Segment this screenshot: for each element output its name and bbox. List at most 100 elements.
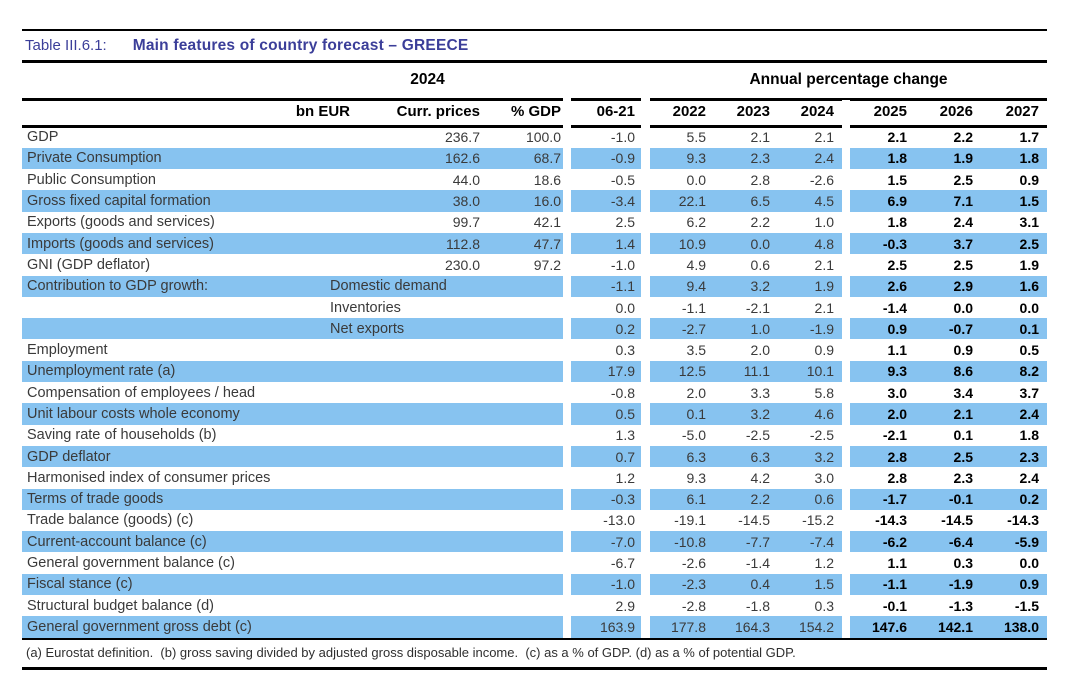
cell-pct-gdp xyxy=(482,445,563,468)
cell-2024: 5.8 xyxy=(814,384,834,401)
cell-pct-gdp xyxy=(482,531,563,553)
cell-curr-prices: 230.0 xyxy=(444,256,480,273)
cell-2023: -2.1 xyxy=(745,299,770,316)
header-avg-spacer xyxy=(571,61,641,101)
cell-2027: 0.0 xyxy=(1019,299,1039,316)
table-row: Contribution to GDP growth: Domestic dema… xyxy=(22,275,1047,297)
cell-pct-gdp: 16.0 xyxy=(482,190,563,212)
cell-2026: 2.4 xyxy=(953,214,973,231)
cell-2026: 3.4 xyxy=(953,384,973,401)
column-gap xyxy=(563,424,571,446)
row-label: Current-account balance (c) xyxy=(22,531,292,553)
header-2025: 2025 xyxy=(850,98,915,128)
row-label: Contribution to GDP growth: xyxy=(22,275,292,297)
header-2027: 2027 xyxy=(981,98,1047,128)
column-gap xyxy=(563,488,571,510)
cell-2024: 3.2 xyxy=(778,445,842,468)
cell-2022: 6.1 xyxy=(650,488,714,510)
table-body: GDP 236.7 100.0 -1.0 5.5 2.1 2.1 2.1 2.2 1.7 Priva… xyxy=(22,126,1047,638)
cell-bn-eur xyxy=(292,425,352,446)
cell-2027: 2.4 xyxy=(981,403,1047,425)
column-gap xyxy=(563,403,571,425)
cell-2025: 2.6 xyxy=(850,275,915,297)
table-row: Public Consumption 44.0 18.6 -0.5 0.0 2.8 -2.6… xyxy=(22,169,1047,191)
cell-2023: 2.8 xyxy=(750,171,770,188)
cell-2024: 1.9 xyxy=(778,275,842,297)
cell-2023: 0.0 xyxy=(714,232,778,255)
cell-2025: -2.1 xyxy=(882,427,907,444)
cell-2025: 2.0 xyxy=(850,403,915,425)
cell-2025: 2.5 xyxy=(887,256,907,273)
cell-2027: 1.6 xyxy=(981,275,1047,297)
cell-2026: 1.9 xyxy=(915,147,981,170)
column-gap xyxy=(842,169,850,191)
cell-2026: 0.1 xyxy=(953,427,973,444)
table-number: Table III.6.1: xyxy=(25,37,107,54)
column-gap xyxy=(842,318,850,340)
cell-pct-gdp: 97.2 xyxy=(533,256,561,273)
column-gap xyxy=(842,467,850,489)
cell-curr-prices: 99.7 xyxy=(452,214,480,231)
cell-2026: -1.9 xyxy=(915,573,981,596)
cell-2027: 1.9 xyxy=(1019,256,1039,273)
column-gap xyxy=(842,445,850,468)
cell-2027: 8.2 xyxy=(981,360,1047,383)
cell-2026: 2.2 xyxy=(953,129,973,146)
row-label: General government balance (c) xyxy=(27,555,235,572)
cell-06-21: 1.3 xyxy=(615,427,635,444)
cell-06-21: -0.3 xyxy=(571,488,641,510)
table-row: Harmonised index of consumer prices 1.2 9.… xyxy=(22,467,1047,489)
table-row: GDP deflator 0.7 6.3 6.3 3.2 2.8 2.5 2.3 xyxy=(22,445,1047,468)
cell-curr-prices: 236.7 xyxy=(444,129,480,146)
row-label: Terms of trade goods xyxy=(22,488,292,510)
column-gap xyxy=(563,147,571,170)
cell-2024: 4.5 xyxy=(778,190,842,212)
cell-2023: -7.7 xyxy=(714,531,778,553)
cell-2027: 0.2 xyxy=(981,488,1047,510)
cell-bn-eur xyxy=(292,127,352,148)
column-gap xyxy=(563,595,571,617)
table-row: Unemployment rate (a) 17.9 12.5 11.1 10.1 9.3… xyxy=(22,360,1047,383)
column-gap xyxy=(842,488,850,510)
cell-curr-prices xyxy=(352,403,482,425)
cell-2024: 4.8 xyxy=(778,232,842,255)
cell-2026: 2.1 xyxy=(915,403,981,425)
table-row: Structural budget balance (d) 2.9 -2.8 -1.8… xyxy=(22,595,1047,617)
cell-2022: 10.9 xyxy=(650,232,714,255)
row-label: GNI (GDP deflator) xyxy=(27,256,151,273)
row-label: Trade balance (goods) (c) xyxy=(27,512,194,529)
title-underline xyxy=(22,60,1047,63)
cell-pct-gdp xyxy=(482,573,563,596)
cell-curr-prices xyxy=(352,360,482,383)
cell-06-21: 1.4 xyxy=(571,232,641,255)
cell-2027: 0.9 xyxy=(1019,171,1039,188)
table-row: Imports (goods and services) 112.8 47.7 1.4… xyxy=(22,232,1047,255)
cell-06-21: 0.7 xyxy=(571,445,641,468)
cell-curr-prices xyxy=(352,488,482,510)
cell-2027: 3.7 xyxy=(1019,384,1039,401)
column-gap xyxy=(641,403,650,425)
cell-2027: -5.9 xyxy=(981,531,1047,553)
cell-pct-gdp: 42.1 xyxy=(533,214,561,231)
row-label: Private Consumption xyxy=(22,147,292,170)
cell-2027: 0.9 xyxy=(981,573,1047,596)
cell-2024: 10.1 xyxy=(778,360,842,383)
footnote: (a) Eurostat definition. (b) gross savin… xyxy=(26,645,796,661)
cell-2023: 3.3 xyxy=(750,384,770,401)
cell-bn-eur xyxy=(292,339,352,360)
column-gap xyxy=(641,275,650,297)
header-2022: 2022 xyxy=(650,98,714,128)
cell-2027: 138.0 xyxy=(981,616,1047,638)
column-gap xyxy=(842,254,850,276)
cell-2022: -1.1 xyxy=(681,299,706,316)
header-pct-gdp: % GDP xyxy=(482,98,563,128)
column-gap xyxy=(563,573,571,596)
cell-06-21: -0.8 xyxy=(610,384,635,401)
column-gap xyxy=(842,296,850,319)
cell-06-21: -0.5 xyxy=(610,171,635,188)
cell-2025: 1.8 xyxy=(850,147,915,170)
cell-bn-eur xyxy=(292,445,352,468)
cell-06-21: 0.5 xyxy=(571,403,641,425)
cell-2023: 1.0 xyxy=(714,318,778,340)
cell-2023: -1.8 xyxy=(745,597,770,614)
